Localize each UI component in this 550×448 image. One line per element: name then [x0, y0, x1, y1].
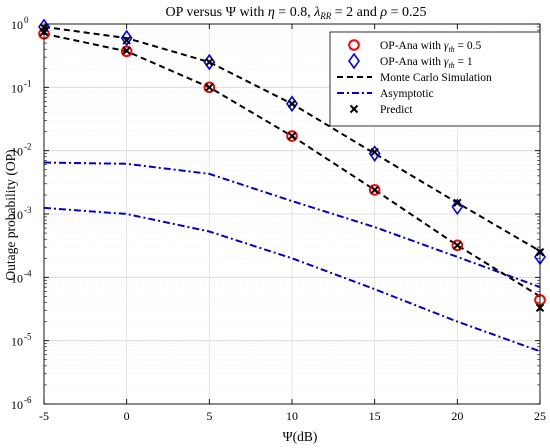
- y-tick-exponent: -5: [24, 332, 32, 342]
- point-op-ana-05: [368, 184, 381, 196]
- point-predict: [287, 99, 297, 108]
- point-predict: [122, 46, 131, 55]
- y-tick-exponent: -4: [24, 268, 32, 278]
- x-tick-label: 20: [451, 409, 463, 423]
- legend-label-asymptotic: Asymptotic: [380, 88, 434, 100]
- y-tick-exponent: -3: [24, 205, 32, 215]
- legend-label-op-ana-1: OP-Ana with γth = 1: [380, 56, 473, 70]
- point-op-ana-05: [286, 130, 298, 142]
- x-tick-label: -5: [39, 409, 49, 423]
- legend: OP-Ana with γth = 0.5 OP-Ana with γth = …: [329, 31, 541, 127]
- legend-label-op-ana-05: OP-Ana with γth = 0.5: [380, 40, 482, 54]
- y-tick-exponent: -2: [24, 142, 32, 152]
- legend-box: [329, 31, 541, 127]
- point-op-ana-05: [203, 81, 216, 94]
- point-op-ana-1: [368, 145, 381, 162]
- y-tick-label: 10: [11, 81, 23, 95]
- point-op-ana-1: [120, 29, 133, 47]
- y-tick-label: 10: [11, 208, 23, 222]
- x-tick-label: 5: [206, 409, 212, 423]
- series-asymptotic-line-2: [43, 206, 541, 353]
- x-tick-label: 10: [286, 409, 298, 423]
- point-predict: [122, 36, 131, 45]
- x-tick-label: 15: [369, 409, 381, 423]
- x-tick-label: 0: [124, 409, 130, 423]
- legend-label-monte-carlo: Monte Carlo Simulation: [380, 72, 492, 84]
- point-op-ana-1: [451, 198, 464, 216]
- point-predict: [453, 198, 462, 208]
- legend-marker-x: [349, 104, 359, 114]
- point-predict: [287, 131, 297, 141]
- y-tick-label: 10: [11, 271, 23, 285]
- y-axis-label: Outage probability (OP): [3, 149, 18, 280]
- y-tick-exponent: 0: [24, 15, 29, 25]
- y-tick-label: 10: [11, 398, 23, 412]
- y-tick-label: 10: [11, 145, 23, 159]
- legend-marker-diamond: [348, 52, 360, 70]
- legend-label-predict: Predict: [380, 104, 413, 116]
- y-tick-label: 10: [11, 18, 23, 32]
- y-tick-exponent: -6: [24, 395, 32, 405]
- point-predict: [370, 147, 379, 157]
- point-predict: [205, 57, 214, 67]
- point-op-ana-05: [451, 239, 464, 252]
- legend-marker-circle: [348, 39, 360, 51]
- x-tick-label: 25: [534, 409, 546, 423]
- chart-title: OP versus Ψ with η = 0.8, λRR = 2 and ρ …: [165, 5, 426, 21]
- y-tick-exponent: -1: [24, 78, 32, 88]
- x-axis-label: Ψ(dB): [283, 429, 318, 444]
- point-predict: [453, 241, 462, 250]
- point-predict: [205, 83, 214, 92]
- point-op-ana-05: [120, 45, 133, 58]
- point-predict: [370, 185, 379, 195]
- y-tick-label: 10: [11, 335, 23, 349]
